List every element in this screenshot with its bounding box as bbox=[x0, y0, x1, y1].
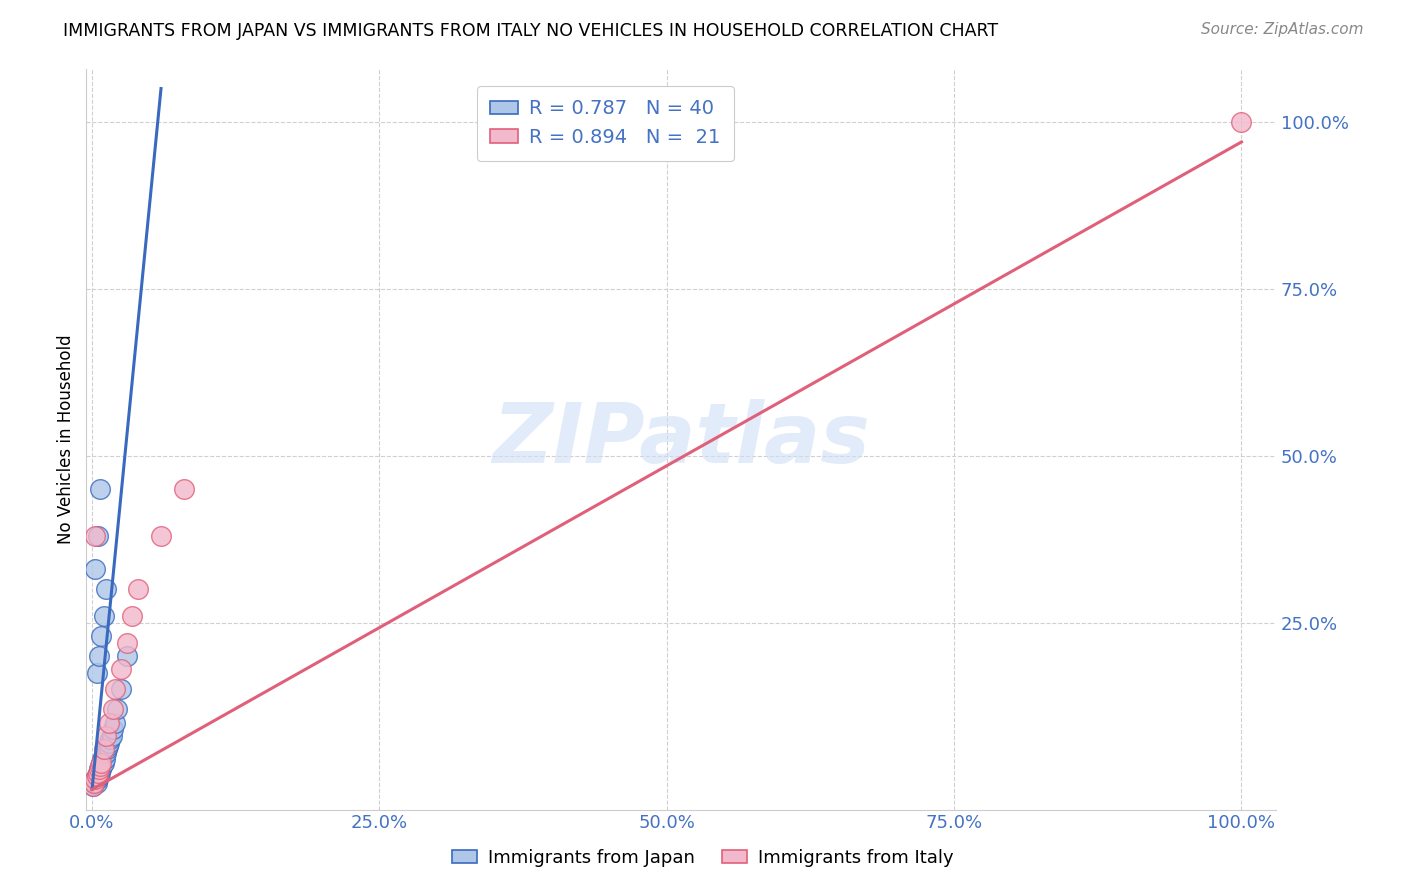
Point bbox=[87, 769, 110, 783]
Point bbox=[115, 648, 138, 663]
Legend: Immigrants from Japan, Immigrants from Italy: Immigrants from Japan, Immigrants from I… bbox=[444, 842, 962, 874]
Point bbox=[82, 779, 104, 793]
Point bbox=[84, 772, 107, 787]
Point bbox=[90, 756, 112, 770]
Point bbox=[96, 742, 118, 756]
Point bbox=[87, 529, 110, 543]
Point bbox=[87, 763, 110, 777]
Point bbox=[86, 769, 108, 783]
Point bbox=[87, 763, 110, 777]
Point bbox=[83, 776, 105, 790]
Point bbox=[93, 756, 115, 770]
Point bbox=[87, 765, 110, 780]
Point bbox=[84, 562, 107, 576]
Point bbox=[97, 739, 120, 753]
Point bbox=[94, 746, 117, 760]
Text: ZIPatlas: ZIPatlas bbox=[492, 399, 870, 480]
Point bbox=[87, 765, 110, 780]
Y-axis label: No Vehicles in Household: No Vehicles in Household bbox=[58, 334, 75, 544]
Point bbox=[94, 729, 117, 743]
Point bbox=[87, 772, 110, 787]
Point bbox=[87, 771, 110, 785]
Point bbox=[86, 776, 108, 790]
Point bbox=[93, 752, 115, 766]
Point bbox=[93, 609, 115, 624]
Point bbox=[104, 682, 127, 697]
Point bbox=[115, 635, 138, 649]
Point bbox=[91, 759, 114, 773]
Point bbox=[83, 777, 105, 791]
Point bbox=[90, 763, 112, 777]
Point bbox=[84, 774, 107, 789]
Point bbox=[84, 772, 107, 787]
Point bbox=[104, 715, 127, 730]
Point bbox=[93, 742, 115, 756]
Point bbox=[105, 702, 128, 716]
Point bbox=[89, 482, 111, 496]
Point bbox=[1230, 115, 1253, 129]
Point bbox=[101, 723, 124, 737]
Point bbox=[90, 629, 112, 643]
Point bbox=[86, 665, 108, 680]
Point bbox=[83, 776, 105, 790]
Point bbox=[84, 529, 107, 543]
Point bbox=[90, 756, 112, 770]
Point bbox=[173, 482, 195, 496]
Legend: R = 0.787   N = 40, R = 0.894   N =  21: R = 0.787 N = 40, R = 0.894 N = 21 bbox=[477, 86, 734, 161]
Point bbox=[91, 752, 114, 766]
Point bbox=[100, 732, 122, 747]
Point bbox=[100, 729, 122, 743]
Point bbox=[93, 749, 115, 764]
Text: IMMIGRANTS FROM JAPAN VS IMMIGRANTS FROM ITALY NO VEHICLES IN HOUSEHOLD CORRELAT: IMMIGRANTS FROM JAPAN VS IMMIGRANTS FROM… bbox=[63, 22, 998, 40]
Point bbox=[87, 648, 110, 663]
Point bbox=[82, 779, 104, 793]
Point bbox=[98, 736, 121, 750]
Point bbox=[110, 682, 132, 697]
Point bbox=[121, 609, 143, 624]
Point bbox=[127, 582, 149, 597]
Text: Source: ZipAtlas.com: Source: ZipAtlas.com bbox=[1201, 22, 1364, 37]
Point bbox=[101, 702, 124, 716]
Point bbox=[89, 759, 111, 773]
Point bbox=[98, 715, 121, 730]
Point bbox=[110, 662, 132, 676]
Point bbox=[89, 759, 111, 773]
Point bbox=[89, 765, 111, 780]
Point bbox=[86, 769, 108, 783]
Point bbox=[94, 582, 117, 597]
Point bbox=[150, 529, 173, 543]
